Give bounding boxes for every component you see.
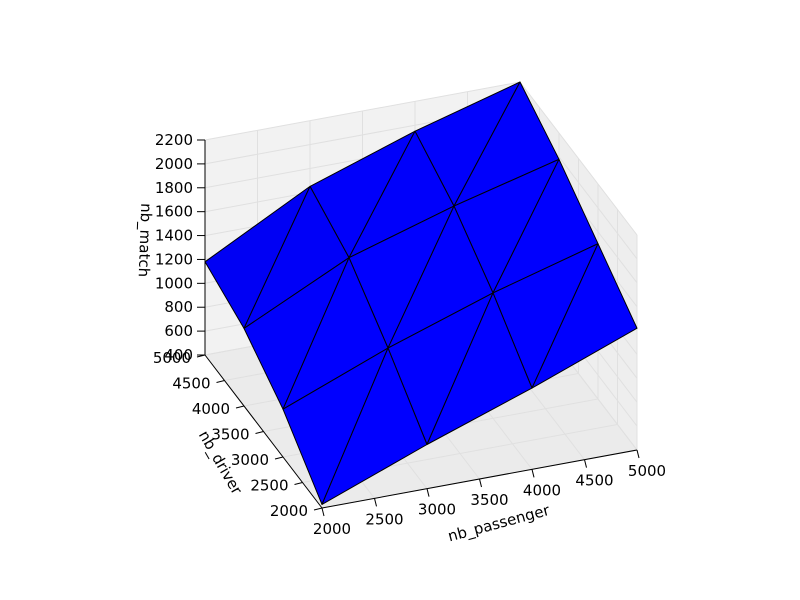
y-tick-label: 5000 — [153, 349, 191, 367]
y-tick-label: 3000 — [231, 451, 269, 469]
x-tick-label: 4500 — [575, 472, 613, 490]
z-tick-label: 600 — [164, 322, 193, 340]
x-tick — [479, 478, 482, 488]
x-tick-label: 3000 — [418, 501, 456, 519]
surface-facet — [426, 292, 533, 445]
z-tick-label: 1400 — [155, 227, 193, 245]
z-tick-label: 400 — [164, 346, 193, 364]
x-tick — [321, 507, 325, 517]
y-tick — [235, 405, 245, 409]
x-tick — [531, 469, 535, 478]
surface-mesh — [204, 81, 638, 505]
y-tick-label: 4500 — [172, 375, 210, 393]
x-tick-label: 3500 — [470, 491, 508, 509]
y-tick — [294, 482, 303, 485]
surface-facet — [321, 347, 428, 505]
z-tick-label: 2200 — [155, 131, 193, 149]
x-tick-label: 5000 — [628, 462, 666, 480]
x-tick-label: 2000 — [313, 520, 351, 538]
y-tick-label: 4000 — [192, 400, 230, 418]
surface-facet — [531, 243, 638, 389]
z-tick-label: 800 — [164, 298, 193, 316]
z-tick-label: 2000 — [155, 155, 193, 173]
y-tick — [255, 431, 264, 434]
x-tick — [374, 498, 377, 507]
axes: 2000 2500 3000 3500 4000 4500 5000 2000 2500 3000… — [153, 131, 666, 538]
y-tick — [216, 380, 225, 383]
x-tick-label: 4000 — [523, 481, 561, 499]
z-tick-label: 1200 — [155, 250, 193, 268]
y-tick-label: 2000 — [270, 502, 308, 520]
y-tick — [274, 456, 284, 460]
z-axis-label: nb_match — [134, 203, 156, 278]
x-tick-label: 2500 — [365, 510, 403, 528]
y-tick-label: 3500 — [211, 426, 249, 444]
z-tick-label: 1800 — [155, 179, 193, 197]
z-tick-label: 1000 — [155, 274, 193, 292]
x-tick — [636, 449, 640, 459]
y-tick-label: 2500 — [250, 477, 288, 495]
x-tick — [426, 488, 430, 497]
x-tick — [584, 459, 587, 468]
z-tick-label: 1600 — [155, 203, 193, 221]
y-tick — [313, 507, 323, 511]
